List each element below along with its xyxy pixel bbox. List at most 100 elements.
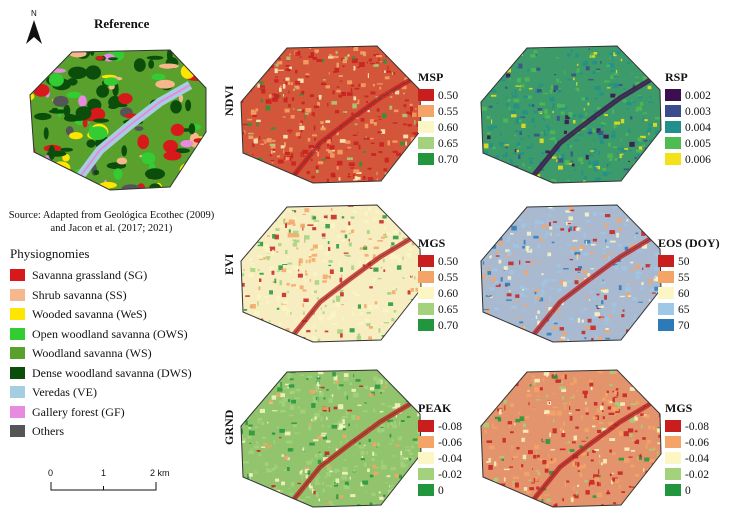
map-texture-cell <box>253 370 259 372</box>
map-texture-cell <box>595 165 601 170</box>
map-texture-cell <box>277 159 284 164</box>
legend-entry: 0.65 <box>418 136 458 152</box>
map-texture-cell <box>360 450 365 456</box>
map-texture-cell <box>242 488 244 494</box>
map-texture-cell <box>299 125 305 130</box>
map-texture-cell <box>532 468 534 470</box>
map-texture-cell <box>505 146 508 149</box>
map-texture-cell <box>369 502 373 507</box>
map-texture-cell <box>342 428 346 431</box>
legend-swatch <box>418 121 434 133</box>
map-texture-cell <box>595 307 597 311</box>
map-texture-cell <box>540 169 544 171</box>
map-texture-cell <box>576 365 580 369</box>
map-texture-cell <box>572 120 576 124</box>
legend-value: 50 <box>678 256 690 268</box>
map-texture-cell <box>483 309 490 311</box>
map-texture-cell <box>549 432 551 437</box>
legend-value: -0.02 <box>685 469 709 481</box>
map-texture-cell <box>352 307 356 310</box>
map-texture-cell <box>592 495 597 498</box>
map-texture-cell <box>618 457 624 461</box>
map-texture-cell <box>626 108 630 110</box>
map-texture-cell <box>278 322 282 327</box>
map-texture-cell <box>497 294 500 298</box>
map-texture-cell <box>421 510 425 513</box>
map-texture-cell <box>638 319 642 322</box>
map-texture-cell <box>427 384 432 387</box>
map-texture-cell <box>384 209 387 211</box>
map-texture-cell <box>313 490 316 495</box>
map-texture-cell <box>658 487 661 492</box>
map-texture-cell <box>372 464 376 469</box>
map-texture-cell <box>300 129 303 133</box>
map-texture-cell <box>507 328 511 333</box>
map-texture-cell <box>258 222 265 226</box>
map-texture-cell <box>569 382 574 386</box>
legend-entry: 0.70 <box>418 152 458 168</box>
map-texture-cell <box>412 500 417 503</box>
map-texture-cell <box>235 187 238 188</box>
map-texture-cell <box>534 291 537 295</box>
map-texture-cell <box>510 161 514 167</box>
map-texture-cell <box>552 375 558 379</box>
map-texture-cell <box>629 198 634 200</box>
map-texture-cell <box>289 185 290 190</box>
map-texture-cell <box>519 467 522 470</box>
map-texture-cell <box>552 156 557 159</box>
map-texture-cell <box>634 374 639 379</box>
map-texture-cell <box>308 256 312 258</box>
map-texture-cell <box>493 333 496 338</box>
map-texture-cell <box>360 51 365 55</box>
map-texture-cell <box>387 65 389 71</box>
map-texture-cell <box>305 474 308 479</box>
map-texture-cell <box>641 243 647 249</box>
map-texture-cell <box>596 481 600 487</box>
map-texture-cell <box>651 179 656 183</box>
map-texture-cell <box>524 287 529 292</box>
map-texture-cell <box>496 74 500 79</box>
map-texture-cell <box>519 507 520 508</box>
map-texture-cell <box>560 111 565 115</box>
map-texture-cell <box>522 429 529 433</box>
map-texture-cell <box>563 268 569 270</box>
map-texture-cell <box>483 273 486 276</box>
reference-patch <box>51 161 71 174</box>
map-texture-cell <box>303 275 305 280</box>
map-texture-cell <box>312 227 317 231</box>
map-texture-cell <box>523 95 528 98</box>
map-texture-cell <box>481 372 482 374</box>
map-texture-cell <box>586 437 588 439</box>
map-texture-cell <box>394 313 397 317</box>
map-texture-cell <box>266 213 273 217</box>
legend-swatch <box>10 269 25 281</box>
map-texture-cell <box>239 364 241 369</box>
legend-entry: 0.006 <box>665 152 711 168</box>
map-texture-cell <box>306 460 312 465</box>
map-texture-cell <box>668 210 672 214</box>
map-texture-cell <box>286 199 287 201</box>
map-texture-cell <box>515 119 519 124</box>
map-texture-cell <box>544 114 551 119</box>
map-texture-cell <box>499 455 505 458</box>
map-texture-cell <box>612 83 619 89</box>
map-texture-cell <box>563 281 567 287</box>
map-texture-cell <box>395 444 400 447</box>
map-texture-cell <box>542 378 545 382</box>
map-texture-cell <box>241 483 243 487</box>
map-texture-cell <box>429 213 432 218</box>
map-texture-cell <box>543 41 547 45</box>
map-texture-cell <box>629 244 635 248</box>
map-texture-cell <box>551 200 555 203</box>
map-texture-cell <box>357 131 359 134</box>
map-texture-cell <box>621 266 628 271</box>
map-texture-cell <box>405 449 411 452</box>
map-texture-cell <box>396 265 402 270</box>
map-texture-cell <box>593 402 598 406</box>
map-texture-cell <box>262 60 267 62</box>
map-texture-cell <box>528 87 533 90</box>
map-texture-cell <box>362 151 367 153</box>
map-texture-cell <box>607 256 611 261</box>
map-texture-cell <box>338 94 343 98</box>
map-texture-cell <box>518 510 523 513</box>
